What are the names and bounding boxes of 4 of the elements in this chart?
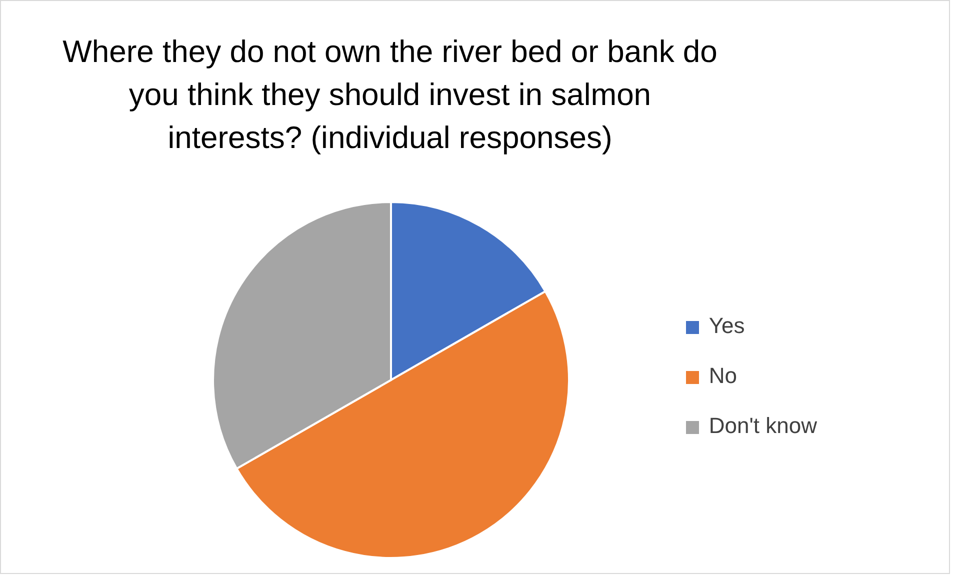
- legend-label: Don't know: [708, 413, 817, 438]
- chart-title: Where they do not own the river bed or bank do you think they should invest in salmon interests? (individual responses): [62, 33, 718, 157]
- legend-label: No: [708, 363, 737, 388]
- legend-label: Yes: [708, 313, 745, 338]
